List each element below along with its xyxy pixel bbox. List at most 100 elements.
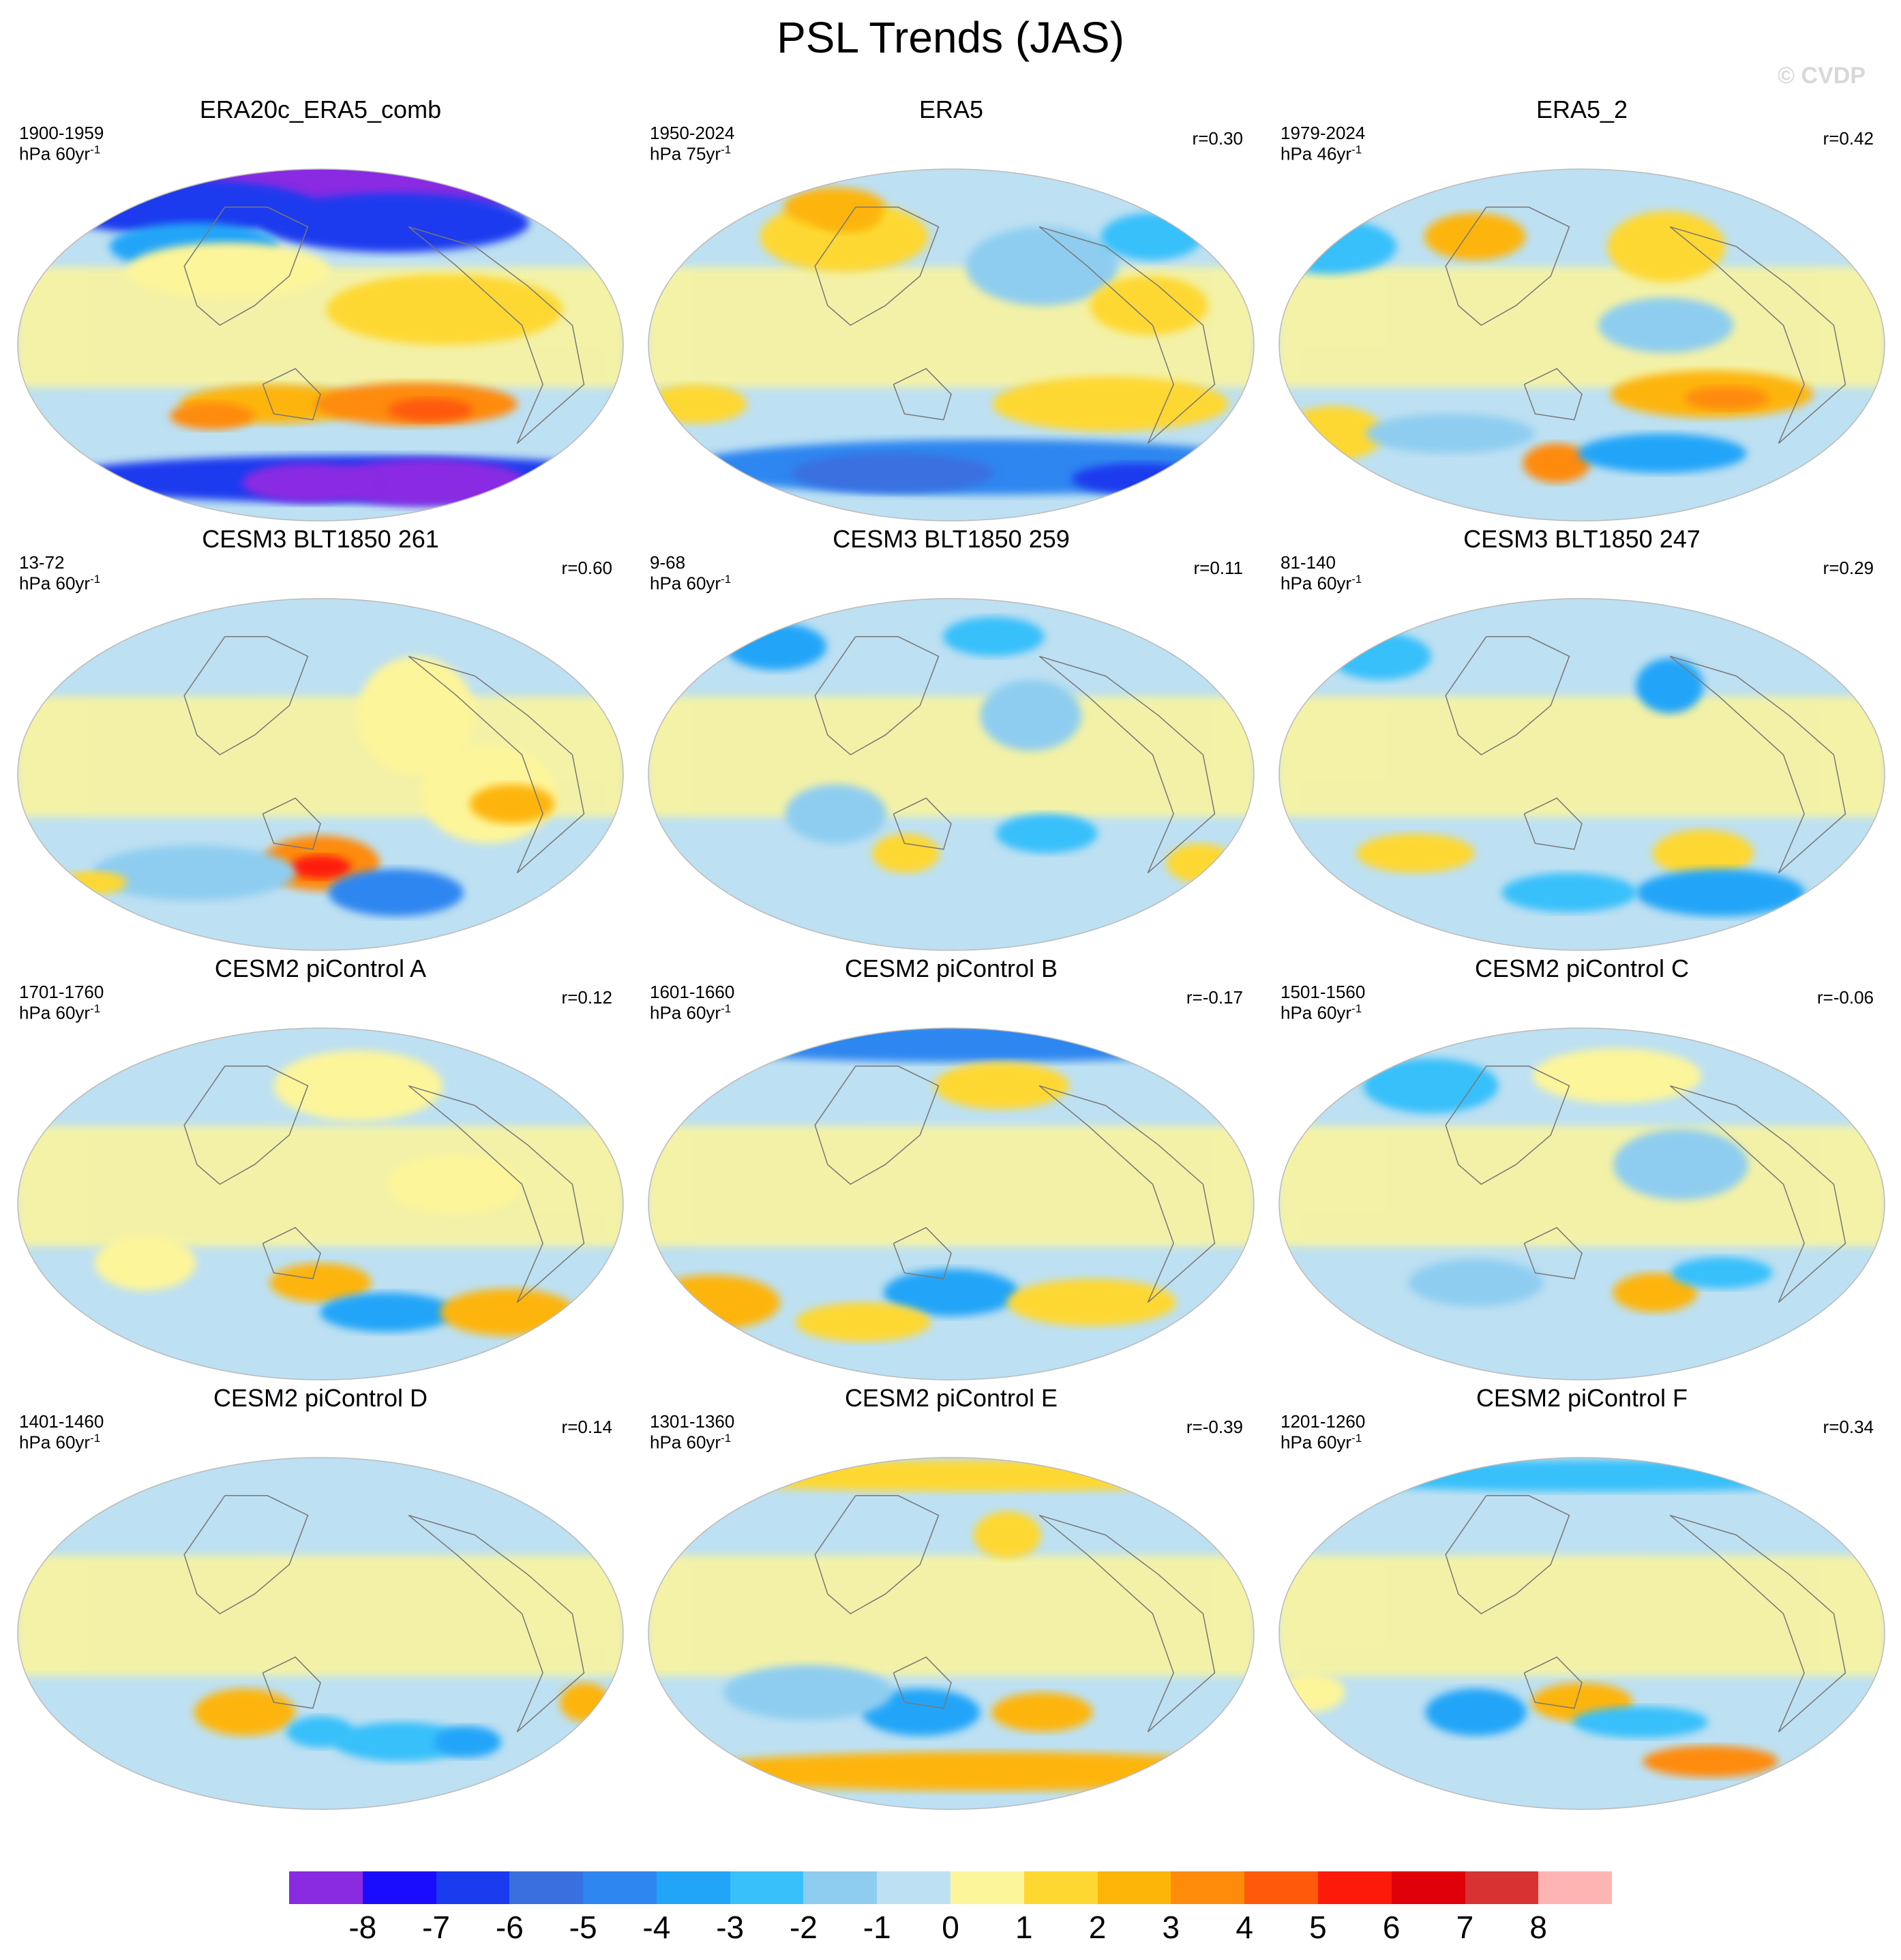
trend-map — [648, 168, 1255, 522]
trend-contour — [1684, 386, 1769, 410]
map-panel: ERA20c_ERA5_comb 1900-1959 hPa 60yr-1 — [7, 95, 634, 522]
trend-contour — [1301, 1460, 1885, 1492]
colorbar-swatch — [509, 1871, 584, 1904]
americas-coastline — [1669, 226, 1846, 444]
panel-units: hPa 60yr-1 — [650, 1432, 732, 1453]
australia-coastline — [893, 1656, 952, 1709]
trend-contour — [1523, 443, 1591, 483]
trend-contour — [723, 1665, 893, 1721]
colorbar-tick-label: -6 — [495, 1910, 524, 1945]
trend-contour — [980, 680, 1082, 751]
trend-contour — [357, 656, 475, 774]
americas-coastline — [408, 1085, 585, 1303]
trend-map — [17, 598, 624, 951]
colorbar-swatch — [583, 1871, 657, 1904]
colorbar-tick-label: 6 — [1382, 1910, 1401, 1945]
map-outline — [17, 1457, 624, 1810]
panel-years: 1601-1660 — [650, 982, 735, 1002]
trend-map — [1278, 1027, 1885, 1381]
americas-coastline — [1669, 1085, 1846, 1303]
map-outline — [1278, 598, 1885, 951]
trend-contour — [648, 384, 747, 424]
panel-units: hPa 75yr-1 — [650, 143, 732, 164]
trend-contour — [648, 1275, 780, 1330]
colorbar-swatch — [1171, 1871, 1245, 1904]
panel-correlation: r=0.29 — [1823, 558, 1874, 578]
trend-contour — [290, 855, 351, 879]
map-outline — [17, 1027, 624, 1381]
panel-years: 1201-1260 — [1281, 1411, 1366, 1432]
panel-years: 1950-2024 — [650, 123, 735, 143]
map-panel: CESM2 piControl D 1401-1460 hPa 60yr-1 r=0.… — [7, 1384, 634, 1810]
panel-title: ERA5 — [918, 95, 984, 123]
trend-contour — [973, 1511, 1041, 1559]
panel-units: hPa 60yr-1 — [1281, 573, 1362, 594]
trend-contour — [127, 242, 330, 298]
trend-map — [1278, 1457, 1885, 1810]
asia-coastline — [814, 636, 940, 756]
trend-contour — [242, 463, 378, 503]
units-exponent: -1 — [90, 1432, 101, 1445]
trend-contour — [795, 1302, 931, 1342]
panel-title: CESM2 piControl C — [1474, 954, 1690, 982]
colorbar-swatch — [950, 1871, 1024, 1904]
trend-map — [17, 168, 624, 522]
australia-coastline — [893, 367, 952, 421]
units-exponent: -1 — [90, 1002, 101, 1015]
trend-contour — [1279, 1672, 1345, 1713]
trend-contour — [440, 1288, 575, 1336]
australia-coastline — [1523, 797, 1583, 850]
map-outline — [1278, 1027, 1885, 1381]
colorbar-swatch — [1097, 1871, 1171, 1904]
panel-title: CESM3 BLT1850 261 — [202, 525, 439, 553]
americas-coastline — [1669, 1514, 1846, 1732]
map-panel: ERA5_2 1979-2024 hPa 46yr-1 r=0.42 — [1268, 95, 1896, 522]
tropical-band — [18, 1126, 623, 1247]
colorbar-tick-label: 0 — [942, 1910, 959, 1945]
trend-contour — [933, 1062, 1069, 1110]
map-panel: CESM3 BLT1850 259 9-68 hPa 60yr-1 r=0.11 — [638, 525, 1265, 951]
trend-contour — [273, 1050, 443, 1121]
trend-map — [1278, 168, 1885, 522]
panel-correlation: r=0.30 — [1192, 128, 1243, 149]
trend-contour — [1652, 829, 1754, 877]
panel-title: CESM3 BLT1850 259 — [833, 525, 1070, 553]
trend-map — [17, 1457, 624, 1810]
trend-contour — [966, 226, 1118, 306]
trend-contour — [1101, 213, 1203, 260]
colorbar-tick-label: 2 — [1088, 1910, 1107, 1945]
trend-contour — [1572, 1706, 1708, 1738]
australia-coastline — [262, 797, 321, 850]
trend-contour — [170, 402, 254, 430]
tropical-band — [1279, 1126, 1885, 1247]
panel-units: hPa 60yr-1 — [650, 1002, 732, 1023]
colorbar-tick-label: 5 — [1309, 1910, 1327, 1945]
asia-coastline — [814, 1495, 940, 1615]
trend-contour — [791, 453, 994, 493]
colorbar-tick-label: 3 — [1162, 1910, 1180, 1945]
trend-contour — [319, 1293, 455, 1332]
asia-coastline — [814, 207, 940, 327]
trend-contour — [1613, 1273, 1698, 1312]
australia-coastline — [262, 367, 321, 421]
tropical-band — [648, 696, 1254, 817]
panel-title: CESM2 piControl D — [213, 1384, 428, 1412]
panel-units: hPa 60yr-1 — [19, 573, 101, 594]
trend-contour — [325, 459, 528, 507]
trend-contour — [942, 616, 1045, 657]
map-outline — [648, 1457, 1255, 1810]
watermark: © CVDP — [1778, 63, 1866, 89]
colorbar-swatch — [289, 1871, 363, 1904]
map-outline — [1278, 1457, 1885, 1810]
trend-contour — [1071, 463, 1208, 495]
colorbar-swatch — [730, 1871, 804, 1904]
colorbar-swatch — [1244, 1871, 1318, 1904]
trend-contour — [269, 1263, 372, 1303]
colorbar-tick-label: 1 — [1015, 1910, 1033, 1945]
colorbar-tick-label: -8 — [348, 1910, 377, 1945]
americas-coastline — [1038, 1085, 1216, 1303]
map-panel: CESM2 piControl B 1601-1660 hPa 60yr-1 r=-0… — [638, 954, 1265, 1381]
americas-coastline — [1669, 655, 1846, 873]
colorbar-swatch — [1023, 1871, 1098, 1904]
panel-title: ERA20c_ERA5_comb — [199, 95, 442, 123]
